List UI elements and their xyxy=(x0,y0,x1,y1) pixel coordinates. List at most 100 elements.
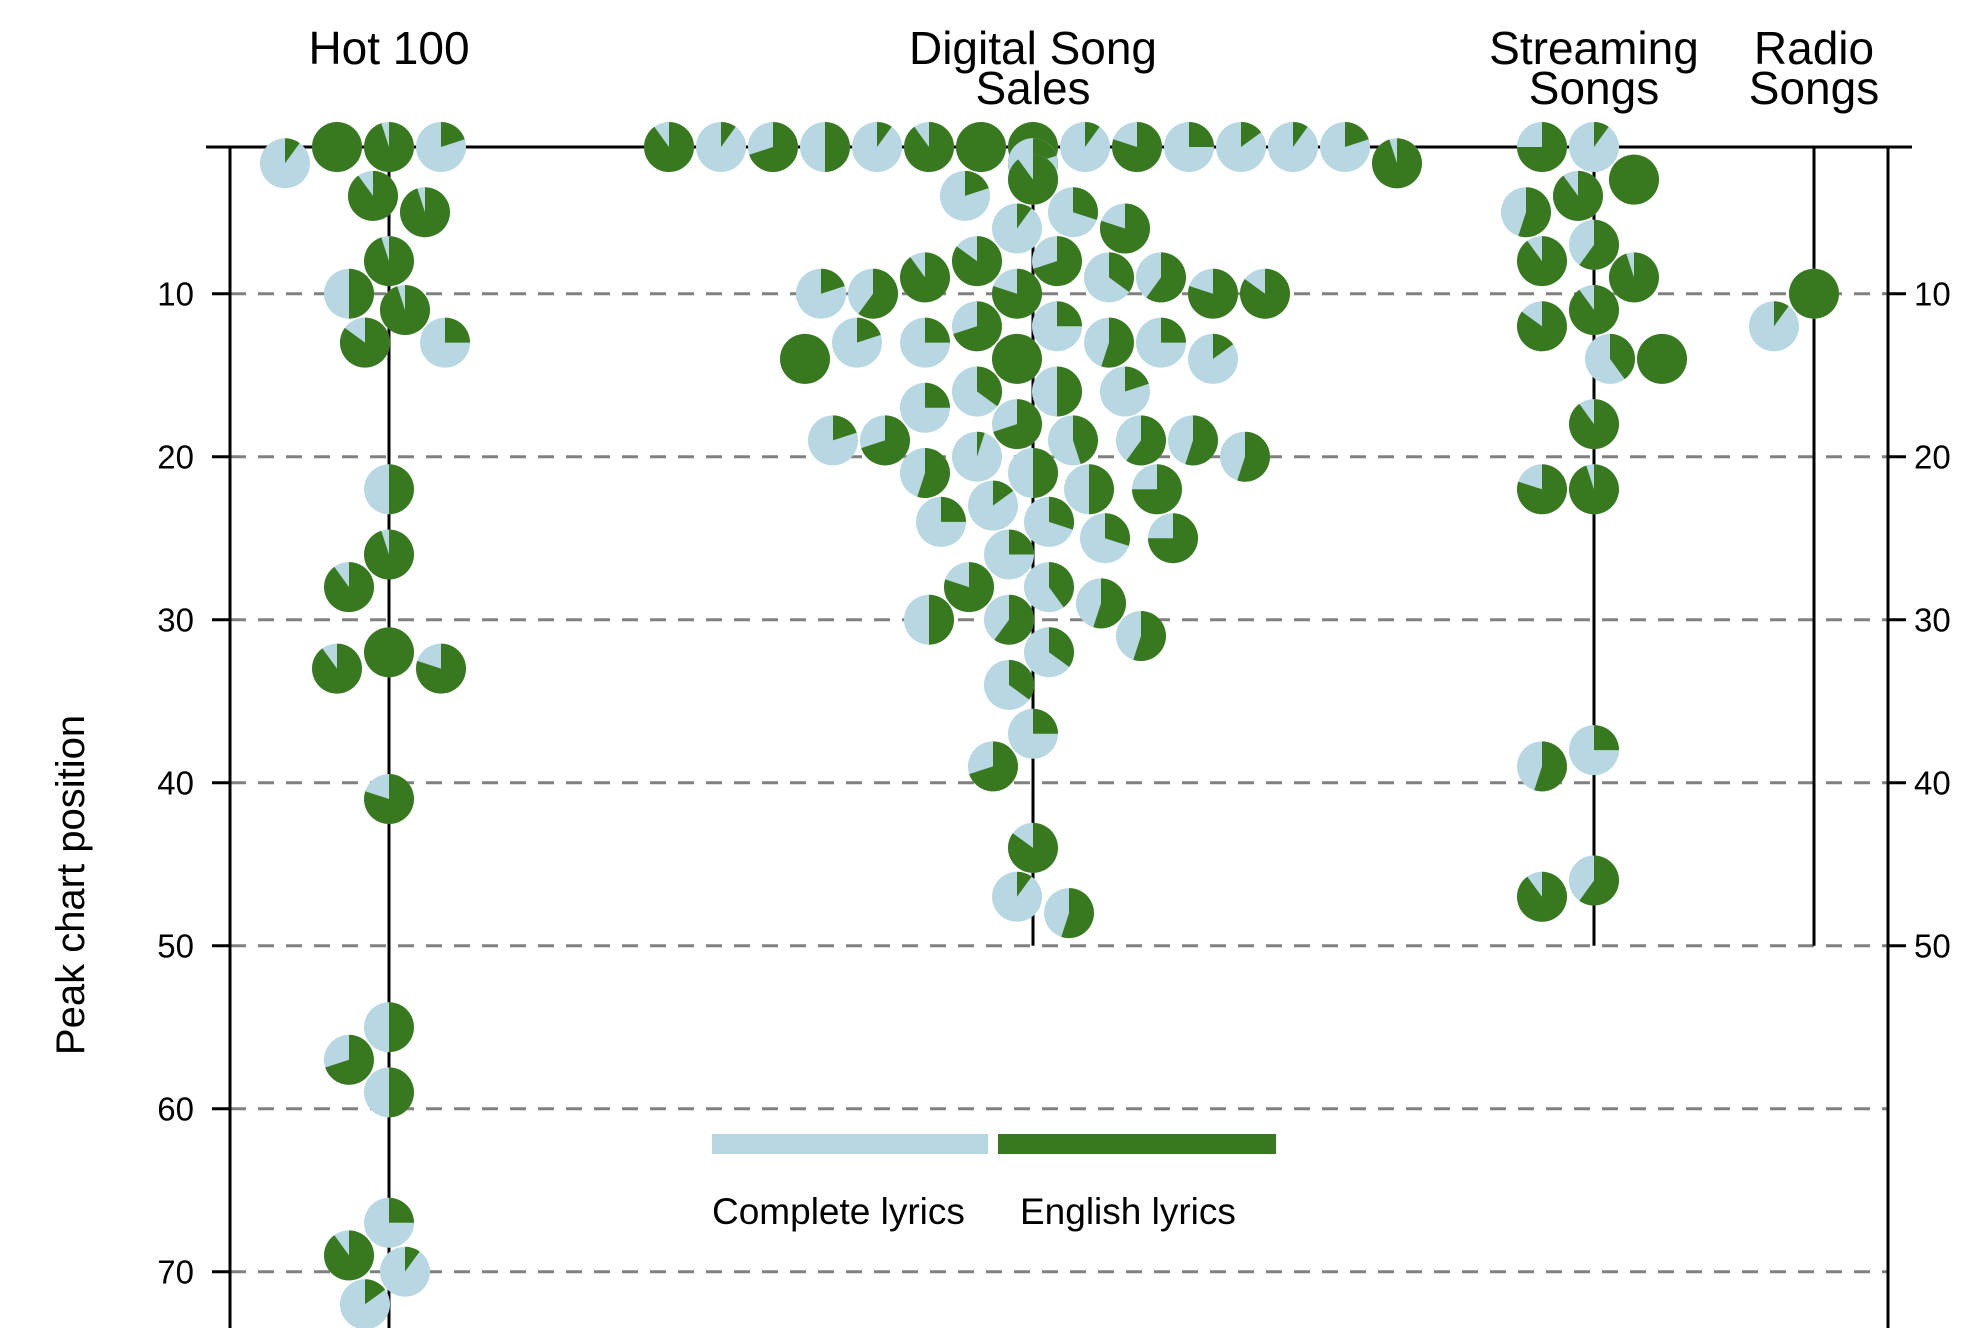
pie-0-1 xyxy=(312,122,362,172)
pie-1-67-english xyxy=(943,562,994,613)
pie-2-13-english xyxy=(1568,464,1619,515)
pie-0-9 xyxy=(339,317,390,368)
pie-0-16-english xyxy=(415,643,466,694)
pie-2-17-english xyxy=(1579,855,1619,906)
pie-1-50 xyxy=(1116,415,1166,466)
pie-3-0 xyxy=(1789,268,1839,319)
pie-1-46-english xyxy=(1125,366,1149,392)
pie-2-5 xyxy=(1569,219,1619,270)
pie-1-20-english xyxy=(1007,154,1058,205)
pie-1-2-english xyxy=(1085,121,1100,147)
pie-1-39-english xyxy=(1161,317,1186,343)
pie-0-6-english xyxy=(363,236,414,287)
tick-label-left-10: 10 xyxy=(157,276,194,313)
pie-1-57 xyxy=(900,448,950,499)
pie-0-14 xyxy=(364,627,414,678)
pie-3-0-english xyxy=(1789,268,1839,319)
pie-1-2 xyxy=(1060,121,1110,172)
pie-2-18 xyxy=(1516,871,1567,922)
pie-1-63 xyxy=(1080,513,1131,564)
pie-0-0-english xyxy=(363,122,414,172)
pie-0-21 xyxy=(364,1197,414,1248)
pie-1-63-english xyxy=(1105,513,1131,546)
pie-0-22 xyxy=(323,1230,374,1281)
pie-1-49 xyxy=(1048,415,1099,466)
pie-1-38 xyxy=(900,317,950,368)
pie-0-5-english xyxy=(399,187,450,238)
pie-2-16 xyxy=(1517,741,1567,792)
pie-1-36 xyxy=(952,301,1002,352)
pie-1-74-english xyxy=(1033,708,1058,734)
pie-1-44-english xyxy=(1057,366,1082,417)
pie-1-30-english xyxy=(991,268,1042,319)
column-title-0-line-0: Hot 100 xyxy=(308,22,469,74)
pie-1-28-english xyxy=(899,252,950,303)
pie-1-45-english xyxy=(977,366,1003,407)
pie-1-65-english xyxy=(1009,529,1034,555)
pie-1-25-english xyxy=(1033,236,1082,287)
pie-2-17 xyxy=(1569,855,1619,906)
pie-1-57-english xyxy=(917,448,950,499)
pie-2-12-english xyxy=(1568,399,1619,450)
pie-1-59 xyxy=(1132,464,1182,515)
pie-0-17 xyxy=(363,774,414,824)
column-titles: Hot 100 Digital SongSalesStreamingSongsRa… xyxy=(308,22,1879,114)
pie-1-78-english xyxy=(1061,888,1094,939)
pie-markers xyxy=(260,121,1839,1328)
pie-1-54 xyxy=(952,431,1002,482)
pie-2-10-english xyxy=(1610,333,1636,380)
pie-1-45 xyxy=(952,366,1003,417)
pie-1-73 xyxy=(984,659,1035,710)
pie-0-2 xyxy=(416,122,466,172)
pie-3-1-english xyxy=(1774,301,1789,327)
pie-1-10-english xyxy=(1293,121,1308,147)
pie-1-59-english xyxy=(1132,464,1182,515)
column-title-3-line-0: Radio xyxy=(1754,22,1874,74)
pie-2-3-english xyxy=(1552,170,1603,221)
pie-1-77-english xyxy=(1017,871,1032,897)
pie-1-5 xyxy=(852,121,902,172)
pie-1-73-english xyxy=(1009,659,1035,700)
pie-1-27 xyxy=(1084,252,1135,303)
pie-1-21 xyxy=(940,170,990,221)
pie-1-13-english xyxy=(643,122,694,172)
pie-2-14-english xyxy=(1516,464,1567,515)
pie-1-72 xyxy=(1024,627,1075,678)
pie-2-0 xyxy=(1569,121,1619,172)
pie-0-4-english xyxy=(347,170,398,221)
pie-1-69 xyxy=(984,594,1034,645)
pie-1-67 xyxy=(943,562,994,613)
pie-1-78 xyxy=(1044,888,1094,939)
pie-2-1-english xyxy=(1517,122,1567,172)
tick-label-left-40: 40 xyxy=(157,765,194,802)
pie-1-43-english xyxy=(780,333,830,384)
pie-1-3 xyxy=(903,122,954,172)
pie-1-8-english xyxy=(1241,122,1262,147)
pie-2-6-english xyxy=(1516,236,1567,287)
pie-0-3 xyxy=(260,138,310,189)
pie-1-40-english xyxy=(857,317,881,343)
pie-2-9-english xyxy=(1516,301,1567,352)
pie-2-9 xyxy=(1516,301,1567,352)
pie-1-33-english xyxy=(821,268,845,294)
pie-2-5-english xyxy=(1579,219,1619,270)
pie-1-23 xyxy=(992,203,1042,254)
legend-label-1: English lyrics xyxy=(1020,1191,1236,1232)
pie-1-40 xyxy=(832,317,882,368)
pie-1-62 xyxy=(916,496,966,547)
pie-1-29-english xyxy=(1146,252,1186,303)
tick-label-right-10: 10 xyxy=(1914,276,1951,313)
column-title-2-line-0: Streaming xyxy=(1489,22,1699,74)
pie-1-68 xyxy=(1076,578,1126,629)
pie-1-41 xyxy=(992,333,1042,384)
pie-0-6 xyxy=(363,236,414,287)
tick-label-left-60: 60 xyxy=(157,1091,194,1128)
pie-1-64 xyxy=(1148,513,1198,564)
pie-0-18 xyxy=(364,1002,414,1053)
pie-1-55 xyxy=(1220,431,1270,482)
pie-1-56 xyxy=(1008,448,1058,498)
pie-1-3-english xyxy=(903,122,954,172)
pie-1-64-english xyxy=(1148,513,1198,564)
pie-1-44 xyxy=(1032,366,1082,417)
pie-2-16-english xyxy=(1534,741,1567,792)
